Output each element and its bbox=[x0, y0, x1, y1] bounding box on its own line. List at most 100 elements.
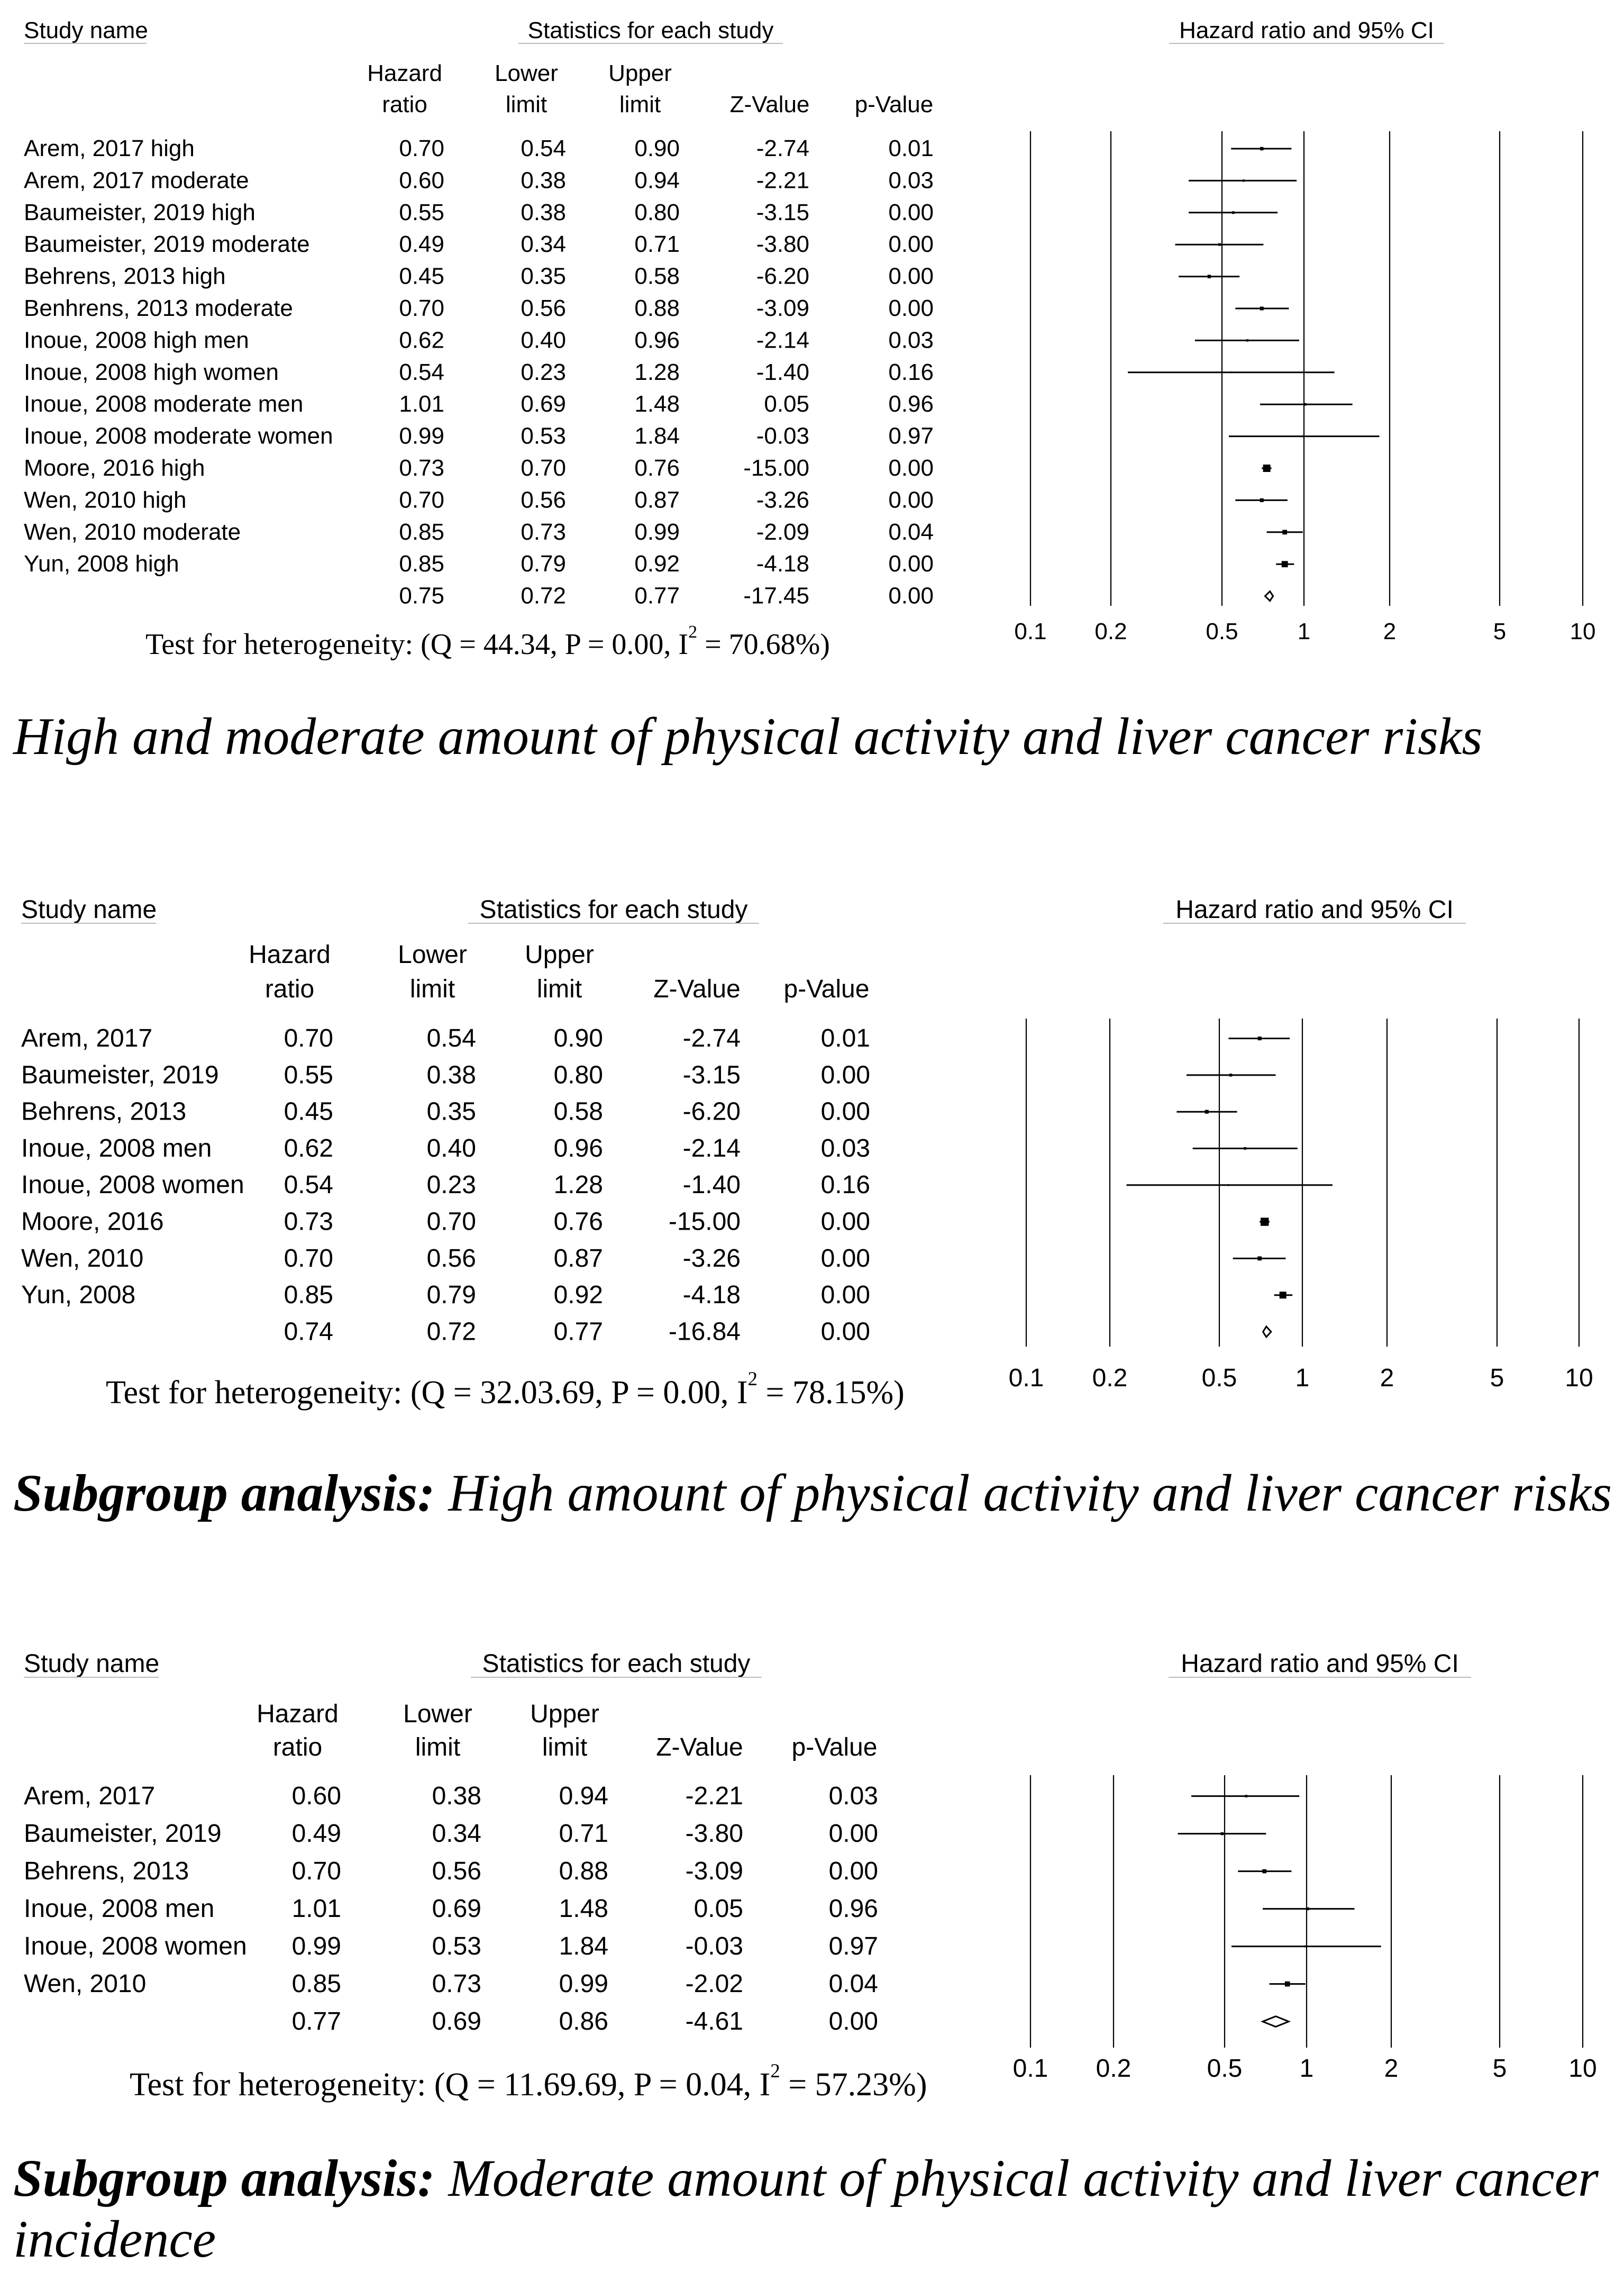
x-tick-label: 5 bbox=[1493, 619, 1506, 644]
study-name: Inoue, 2008 moderate men bbox=[24, 391, 303, 417]
cell-z: -3.80 bbox=[686, 1820, 743, 1848]
study-name: Arem, 2017 bbox=[24, 1782, 155, 1810]
cell-p: 0.00 bbox=[888, 231, 934, 257]
x-tick-label: 5 bbox=[1490, 1364, 1504, 1392]
cell-p: 0.00 bbox=[821, 1208, 870, 1236]
cell-hr: 0.99 bbox=[292, 1932, 341, 1960]
study-name: Inoue, 2008 moderate women bbox=[24, 423, 333, 449]
point-estimate bbox=[1242, 179, 1245, 182]
point-estimate bbox=[1306, 1907, 1309, 1911]
point-estimate bbox=[1257, 1256, 1262, 1261]
x-tick-label: 0.5 bbox=[1202, 1364, 1237, 1392]
col-hazard-ratio-line1: Hazard bbox=[249, 941, 331, 969]
cell-p: 0.97 bbox=[888, 423, 934, 449]
study-name: Wen, 2010 bbox=[24, 1970, 146, 1998]
cell-lower: 0.70 bbox=[521, 455, 566, 481]
cell-p: 0.00 bbox=[888, 487, 934, 513]
study-name: Yun, 2008 bbox=[21, 1281, 135, 1309]
cell-lower: 0.34 bbox=[432, 1820, 481, 1848]
cell-lower: 0.35 bbox=[521, 263, 566, 289]
cell-hr: 0.45 bbox=[284, 1098, 333, 1126]
cell-lower: 0.69 bbox=[432, 1895, 481, 1923]
study-name: Inoue, 2008 women bbox=[24, 1932, 247, 1960]
cell-upper: 0.58 bbox=[634, 263, 680, 289]
study-name: Moore, 2016 bbox=[21, 1208, 164, 1236]
cell-z: -3.09 bbox=[686, 1857, 743, 1885]
cell-upper: 0.76 bbox=[554, 1208, 603, 1236]
cell-lower: 0.53 bbox=[432, 1932, 481, 1960]
cell-z: -3.15 bbox=[756, 199, 809, 225]
cell-z: -3.15 bbox=[683, 1061, 741, 1089]
header-hazard-ratio-ci: Hazard ratio and 95% CI bbox=[1175, 896, 1454, 924]
cell-hr: 1.01 bbox=[399, 391, 444, 417]
cell-lower: 0.38 bbox=[432, 1782, 481, 1810]
study-name: Inoue, 2008 high women bbox=[24, 359, 279, 385]
cell-hr: 0.45 bbox=[399, 263, 444, 289]
cell-hr: 0.70 bbox=[399, 295, 444, 321]
cell-hr: 0.62 bbox=[284, 1134, 333, 1162]
point-estimate bbox=[1218, 243, 1221, 246]
point-estimate bbox=[1279, 1292, 1287, 1299]
cell-p: 0.03 bbox=[821, 1134, 870, 1162]
cell-lower: 0.70 bbox=[427, 1208, 476, 1236]
cell-hr: 0.60 bbox=[399, 167, 444, 193]
cell-lower: 0.54 bbox=[427, 1024, 476, 1052]
study-name: Behrens, 2013 bbox=[24, 1857, 189, 1885]
cell-lower: 0.38 bbox=[521, 167, 566, 193]
header-hazard-ratio-ci: Hazard ratio and 95% CI bbox=[1179, 17, 1434, 43]
col-hazard-ratio-line2: ratio bbox=[273, 1733, 322, 1761]
cell-z: -3.26 bbox=[756, 487, 809, 513]
cell-upper: 0.92 bbox=[554, 1281, 603, 1309]
cell-lower: 0.23 bbox=[427, 1171, 476, 1199]
cell-hr: 0.85 bbox=[399, 519, 444, 545]
cell-z: -3.09 bbox=[756, 295, 809, 321]
point-estimate bbox=[1262, 1869, 1267, 1874]
col-lower-limit-line2: limit bbox=[410, 975, 455, 1003]
cell-z: -0.03 bbox=[686, 1932, 743, 1960]
point-estimate bbox=[1282, 530, 1288, 535]
col-lower-limit-line2: limit bbox=[506, 92, 547, 117]
cell-z: -4.61 bbox=[686, 2007, 743, 2035]
point-estimate bbox=[1246, 339, 1249, 342]
cell-upper: 0.99 bbox=[634, 519, 680, 545]
cell-lower: 0.38 bbox=[427, 1061, 476, 1089]
cell-upper: 0.90 bbox=[554, 1024, 603, 1052]
cell-p: 0.03 bbox=[888, 167, 934, 193]
cell-p: 0.01 bbox=[821, 1024, 870, 1052]
cell-hr: 0.55 bbox=[284, 1061, 333, 1089]
cell-hr: 0.54 bbox=[399, 359, 444, 385]
point-estimate bbox=[1207, 275, 1211, 278]
cell-z: -1.40 bbox=[683, 1171, 741, 1199]
cell-lower: 0.69 bbox=[432, 2007, 481, 2035]
cell-upper: 1.84 bbox=[634, 423, 680, 449]
cell-hr: 1.01 bbox=[292, 1895, 341, 1923]
cell-hr: 0.55 bbox=[399, 199, 444, 225]
x-tick-label: 2 bbox=[1383, 619, 1396, 644]
study-name: Behrens, 2013 bbox=[21, 1098, 186, 1126]
cell-upper: 0.94 bbox=[559, 1782, 608, 1810]
forest-panel-2: Study name Statistics for each study Hazar… bbox=[13, 896, 1612, 1522]
study-name: Arem, 2017 bbox=[21, 1024, 152, 1052]
heterogeneity-sup: 2 bbox=[748, 1368, 758, 1390]
point-estimate bbox=[1220, 1832, 1224, 1835]
cell-upper: 0.76 bbox=[634, 455, 680, 481]
cell-upper: 0.86 bbox=[559, 2007, 608, 2035]
header-statistics: Statistics for each study bbox=[480, 896, 748, 924]
col-z-value: Z-Value bbox=[730, 92, 810, 117]
cell-p: 0.04 bbox=[888, 519, 934, 545]
cell-p: 0.16 bbox=[821, 1171, 870, 1199]
cell-upper: 0.80 bbox=[634, 199, 680, 225]
cell-lower: 0.40 bbox=[521, 327, 566, 353]
point-estimate bbox=[1263, 465, 1271, 472]
cell-upper: 0.92 bbox=[634, 551, 680, 577]
header-study-name: Study name bbox=[24, 1650, 159, 1678]
forest-panel-3: Study name Statistics for each study Hazar… bbox=[13, 1650, 1599, 2268]
col-hazard-ratio-line1: Hazard bbox=[367, 60, 442, 86]
cell-z: -16.84 bbox=[669, 1317, 741, 1346]
cell-p: 0.00 bbox=[888, 295, 934, 321]
cell-hr: 0.99 bbox=[399, 423, 444, 449]
point-estimate bbox=[1227, 1184, 1230, 1186]
point-estimate bbox=[1261, 1217, 1269, 1226]
cell-z: -2.74 bbox=[756, 135, 809, 161]
